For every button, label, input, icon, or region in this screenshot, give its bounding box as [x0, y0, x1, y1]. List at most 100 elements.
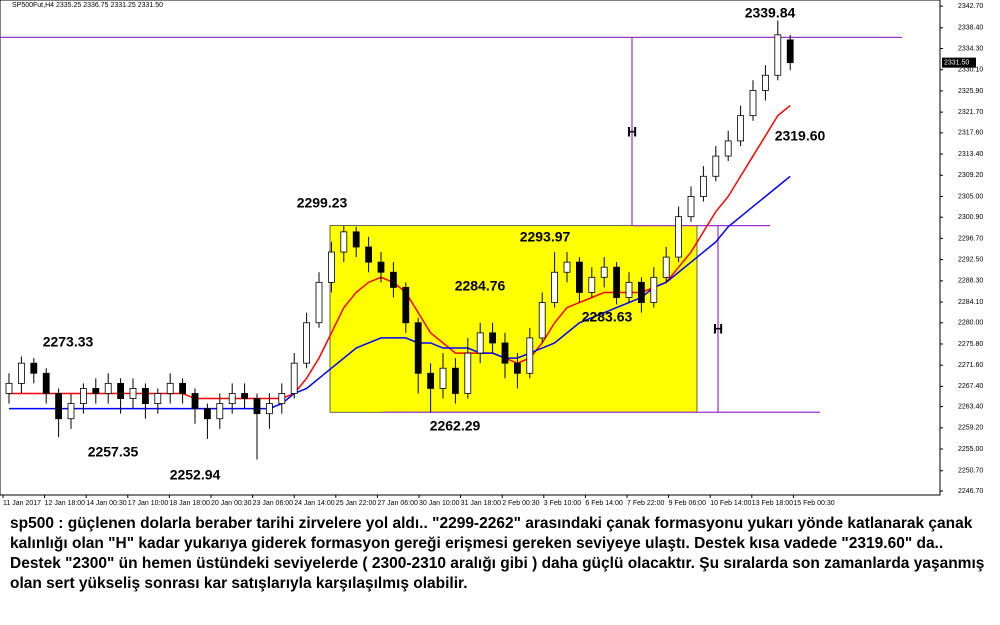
candle-body	[687, 196, 695, 218]
x-tick-label: 15 Feb 00:30	[793, 500, 834, 507]
candle-body	[427, 372, 435, 389]
candle-body	[650, 276, 658, 303]
x-tick-label: 3 Feb 10:00	[544, 500, 581, 507]
price-tag-label: 2331.50	[944, 59, 969, 66]
price-annotation: 2339.84	[745, 5, 796, 21]
price-annotation: 2319.60	[775, 128, 826, 144]
y-tick-label: 2275.80	[958, 341, 983, 348]
candle-body	[290, 362, 298, 394]
candle-body	[340, 231, 348, 253]
candle-body	[625, 281, 633, 298]
price-annotation: 2299.23	[297, 195, 348, 211]
candle-body	[104, 382, 112, 394]
candle-body	[141, 388, 149, 404]
y-tick-label: 2255.00	[958, 446, 983, 453]
candle-body	[712, 155, 720, 177]
y-tick-label: 2330.10	[958, 67, 983, 74]
candle-body	[749, 90, 757, 117]
candle-body	[638, 281, 645, 303]
chart-header: SP500Fut,H4 2335.25 2336.75 2331.25 2331…	[12, 2, 163, 9]
y-tick-label: 2342.70	[958, 3, 983, 10]
price-annotation: 2283.63	[582, 309, 633, 325]
candle-body	[228, 393, 236, 404]
x-tick-label: 17 Jan 10:00	[128, 500, 169, 507]
candle-body	[303, 322, 311, 364]
y-tick-label: 2250.70	[958, 468, 983, 475]
candle-body	[117, 382, 124, 399]
y-tick-label: 2338.40	[958, 25, 983, 32]
x-tick-label: 7 Feb 22:00	[627, 500, 664, 507]
y-tick-label: 2305.00	[958, 193, 983, 200]
y-tick-label: 2263.40	[958, 403, 983, 410]
candle-body	[42, 372, 50, 394]
candle-body	[129, 388, 137, 399]
x-tick-label: 10 Feb 14:00	[710, 500, 751, 507]
x-tick-label: 9 Feb 06:00	[669, 500, 706, 507]
price-annotation: 2273.33	[43, 334, 94, 350]
candle-body	[203, 408, 211, 420]
candle-body	[439, 367, 447, 389]
candle-body	[551, 271, 558, 303]
candle-body	[786, 39, 794, 64]
candle-body	[241, 393, 249, 399]
candle-body	[315, 281, 323, 324]
candle-body	[327, 251, 335, 283]
height-label: H	[627, 124, 637, 140]
candle-body	[389, 271, 397, 288]
chart: SP500Fut,H4 2335.25 2336.75 2331.25 2331…	[0, 0, 983, 507]
candle-body	[700, 175, 707, 197]
y-tick-label: 2271.60	[958, 362, 983, 369]
candle-body	[737, 115, 744, 142]
y-tick-label: 2325.90	[958, 88, 983, 95]
candle-body	[464, 352, 472, 394]
candle-body	[179, 382, 187, 394]
candle-body	[675, 216, 682, 258]
price-annotation: 2293.97	[520, 229, 571, 245]
candle-body	[191, 393, 199, 410]
candle-body	[489, 332, 497, 344]
x-tick-label: 24 Jan 14:00	[294, 500, 335, 507]
y-tick-label: 2288.30	[958, 278, 983, 285]
moving-average	[9, 175, 791, 410]
candle-body	[377, 261, 385, 273]
candle-body	[402, 287, 410, 324]
candle-body	[576, 261, 583, 293]
candle-body	[278, 393, 286, 404]
y-tick-label: 2317.60	[958, 130, 983, 137]
candle-body	[154, 393, 162, 404]
y-tick-label: 2259.20	[958, 425, 983, 432]
candle-body	[451, 367, 459, 394]
y-tick-label: 2313.40	[958, 151, 983, 158]
x-tick-label: 27 Jan 06:00	[377, 500, 418, 507]
x-tick-label: 6 Feb 14:00	[585, 500, 622, 507]
x-tick-label: 18 Jan 18:00	[169, 500, 210, 507]
candle-body	[5, 382, 13, 394]
x-tick-label: 25 Jan 22:00	[336, 500, 377, 507]
candle-body	[365, 246, 373, 263]
candle-body	[501, 342, 509, 364]
candle-body	[30, 362, 38, 374]
x-tick-label: 12 Jan 18:00	[45, 500, 86, 507]
y-tick-label: 2300.90	[958, 214, 983, 221]
x-tick-label: 20 Jan 00:30	[211, 500, 252, 507]
y-tick-label: 2292.50	[958, 256, 983, 263]
candle-body	[476, 332, 484, 354]
y-tick-label: 2321.70	[958, 109, 983, 116]
candle-body	[600, 266, 608, 278]
y-tick-label: 2246.70	[958, 488, 983, 495]
price-annotation: 2262.29	[430, 418, 481, 434]
x-tick-label: 14 Jan 00:30	[86, 500, 127, 507]
x-tick-label: 31 Jan 18:00	[461, 500, 502, 507]
candle-body	[92, 388, 100, 394]
x-tick-label: 2 Feb 00:30	[502, 500, 539, 507]
candle-body	[166, 382, 174, 394]
y-tick-label: 2267.40	[958, 383, 983, 390]
candle-body	[253, 398, 261, 415]
candle-body	[514, 362, 521, 374]
height-label: H	[713, 321, 723, 337]
x-tick-label: 30 Jan 10:00	[419, 500, 460, 507]
candle-body	[67, 403, 75, 420]
y-tick-label: 2334.30	[958, 45, 983, 52]
candle-body	[662, 256, 670, 278]
